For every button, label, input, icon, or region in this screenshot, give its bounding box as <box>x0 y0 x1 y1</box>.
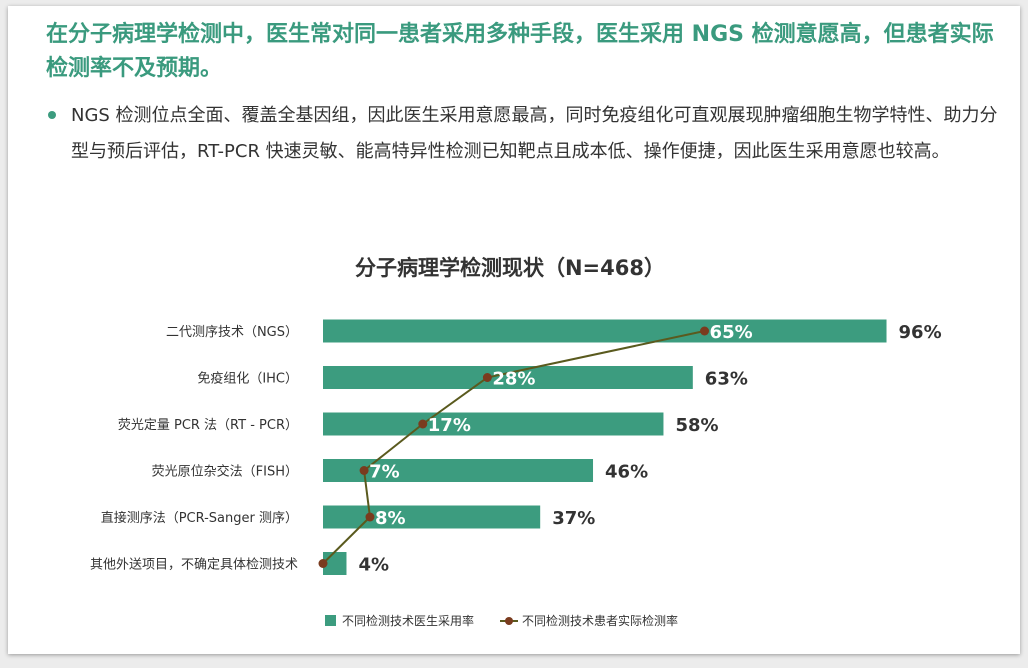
legend-line-marker <box>505 617 513 625</box>
bar-value-label: 4% <box>358 555 389 576</box>
category-label: 免疫组化（IHC） <box>197 371 298 387</box>
line-point <box>318 559 328 568</box>
bar-value-label: 58% <box>675 415 718 436</box>
bullet-text: NGS 检测位点全面、覆盖全基因组，因此医生采用意愿最高，同时免疫组化可直观展现… <box>71 105 998 162</box>
headline: 在分子病理学检测中，医生常对同一患者采用多种手段，医生采用 NGS 检测意愿高，… <box>46 22 994 81</box>
category-label: 荧光原位杂交法（FISH） <box>152 464 298 480</box>
bar-value-label: 63% <box>705 369 748 390</box>
bar <box>323 505 541 529</box>
line-value-label: 28% <box>492 369 535 390</box>
legend-bar-label: 不同检测技术医生采用率 <box>342 613 474 628</box>
bar-value-label: 37% <box>552 508 595 529</box>
line-point <box>700 326 710 336</box>
category-label: 其他外送项目，不确定具体检测技术 <box>90 558 298 573</box>
bullet-dot-icon <box>48 111 56 119</box>
line-value-label: 7% <box>369 462 400 483</box>
bar <box>323 412 664 436</box>
bar-group: 二代测序技术（NGS） 96% 免疫组化（IHC） 63% 荧光定量 PCR 法（RT … <box>90 319 942 576</box>
chart-title: 分子病理学检测现状（N=468） <box>355 256 665 280</box>
bar-value-label: 46% <box>605 462 648 483</box>
bar <box>323 459 594 482</box>
legend-line-label: 不同检测技术患者实际检测率 <box>522 613 678 628</box>
legend: 不同检测技术医生采用率 不同检测技术患者实际检测率 <box>325 613 678 628</box>
line-point <box>482 373 492 382</box>
line-point <box>365 512 375 522</box>
line-value-label: 17% <box>428 415 471 436</box>
category-label: 荧光定量 PCR 法（RT - PCR） <box>118 418 298 433</box>
bar-value-label: 96% <box>899 322 942 343</box>
bar <box>323 366 693 389</box>
line-value-label: 8% <box>375 508 406 529</box>
bar <box>323 319 887 343</box>
category-label: 二代测序技术（NGS） <box>166 325 298 340</box>
legend-bar-swatch <box>325 615 336 626</box>
line-value-label: 65% <box>710 322 753 343</box>
category-label: 直接测序法（PCR-Sanger 测序） <box>101 510 298 526</box>
trend-line <box>322 330 705 565</box>
line-series-group: 65% 28% 17% 7% 8% <box>318 322 753 568</box>
line-point <box>418 419 428 429</box>
bullet-item: NGS 检测位点全面、覆盖全基因组，因此医生采用意愿最高，同时免疫组化可直观展现… <box>48 98 998 170</box>
line-point <box>359 466 369 475</box>
